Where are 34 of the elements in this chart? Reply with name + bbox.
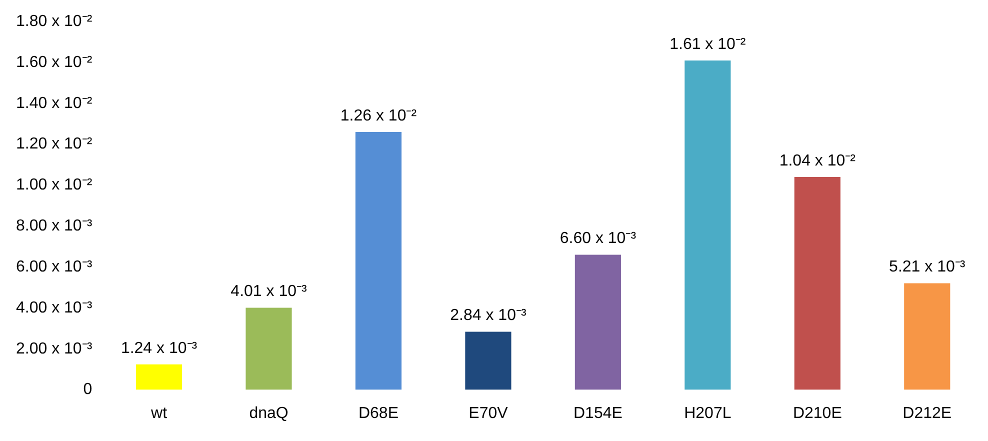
x-tick-label: D210E [792,404,842,422]
data-label: 6.60 x 10⁻³ [560,230,637,248]
x-tick-label: D212E [902,404,952,422]
data-label: 2.84 x 10⁻³ [450,307,527,324]
data-label: 1.24 x 10⁻³ [120,340,198,357]
y-tick-label: 1.80 x 10⁻² [16,13,93,30]
bar [684,60,731,390]
y-tick-label: 1.40 x 10⁻² [16,94,93,112]
x-tick-label: H207L [684,404,732,422]
data-label: 4.01 x 10⁻³ [230,283,308,300]
y-tick-label: 1.60 x 10⁻² [16,54,93,71]
y-tick-label: 0 [83,381,92,398]
bar [355,132,402,390]
data-label: 1.26 x 10⁻² [340,107,418,124]
x-tick-label: wt [150,404,168,422]
x-tick-label: D154E [573,404,622,422]
y-tick-label: 1.00 x 10⁻² [16,176,93,194]
bar [794,177,840,390]
y-tick-label: 4.00 x 10⁻³ [16,299,93,316]
x-tick-label: dnaQ [249,404,288,422]
y-tick-label: 2.00 x 10⁻³ [16,340,93,358]
bar [574,254,621,390]
data-label: 5.21 x 10⁻³ [889,258,966,276]
bar [465,332,512,390]
y-tick-label: 1.20 x 10⁻² [16,136,93,153]
bar [904,283,950,390]
data-label: 1.61 x 10⁻² [670,36,746,53]
x-tick-label: E70V [468,404,508,422]
data-label: 1.04 x 10⁻² [779,152,856,170]
bar [246,308,292,390]
y-tick-label: 8.00 x 10⁻³ [16,218,93,235]
x-tick-label: D68E [358,404,398,422]
bar [136,364,182,390]
y-tick-label: 6.00 x 10⁻³ [16,258,93,276]
